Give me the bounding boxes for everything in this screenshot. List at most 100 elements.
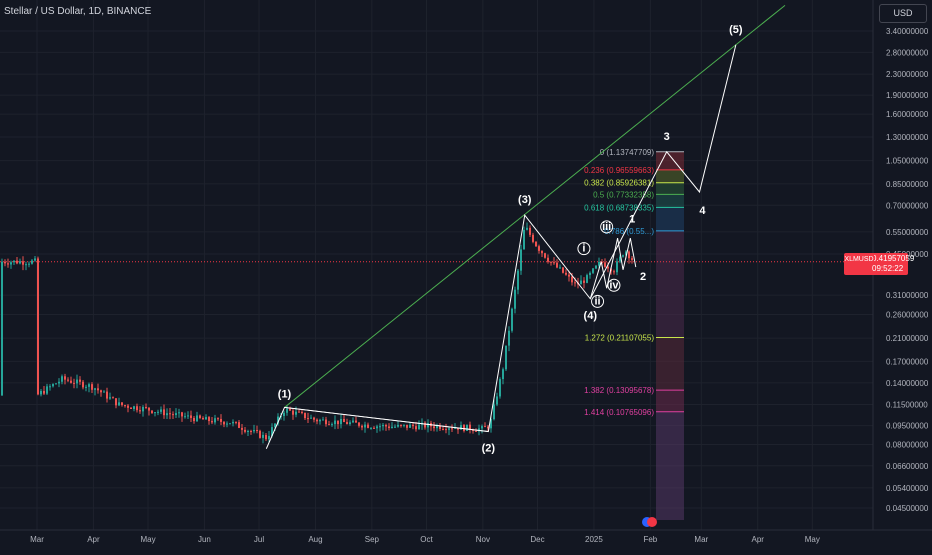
candle-body [376,426,378,429]
candle-body [172,414,174,416]
candle-body [232,421,234,424]
candle-body [391,426,393,429]
fib-zone [656,337,684,391]
candle-body [61,376,63,382]
fib-level-label: 0.236 (0.96559663) [584,166,654,175]
time-tick-label: May [140,535,155,544]
price-tick-label: 1.60000000 [886,110,929,119]
candle-body [469,424,471,430]
candle-body [580,280,582,285]
price-tick-label: 0.31000000 [886,291,929,300]
candle-body [118,402,120,406]
candle-body [187,415,189,417]
price-tick-label: 0.05400000 [886,484,929,493]
candle-body [271,427,273,436]
candle-body [238,422,240,428]
fib-zone [656,390,684,412]
candle-body [472,429,474,431]
candle-body [385,424,387,427]
candle-body [220,418,222,422]
candle-body [241,427,243,430]
candle-body [460,425,462,430]
candle-body [130,407,132,409]
candle-body [361,425,363,428]
candle-body [298,411,300,413]
candle-body [562,267,564,273]
candle-body [22,261,24,265]
candle-body [307,418,309,420]
price-tick-label: 0.21000000 [886,334,929,343]
candle-body [352,420,354,423]
candle-body [226,423,228,425]
candle-body [79,379,81,382]
candle-body [589,272,591,276]
candle-body [181,412,183,417]
candle-body [19,261,21,264]
wave-label-minor-4: 4 [699,205,706,217]
time-tick-label: Oct [420,535,433,544]
last-price-value: 0.41957059 [872,254,915,263]
candle-body [91,384,93,390]
price-tick-label: 2.80000000 [886,48,929,57]
chart-title: Stellar / US Dollar, 1D, BINANCE [4,6,152,17]
candle-body [550,261,552,263]
candle-body [454,427,456,429]
price-tick-label: 0.14000000 [886,379,929,388]
time-tick-label: Sep [365,535,380,544]
candle-body [325,419,327,425]
candle-body [565,272,567,275]
candle-body [394,426,396,428]
currency-button[interactable]: USD [879,4,927,23]
candle-body [412,424,414,427]
candle-body [403,424,405,426]
candle-body [250,430,252,432]
candle-body [49,386,51,388]
candle-body [259,430,261,438]
candle-body [277,416,279,424]
candle-body [217,418,219,420]
candle-body [328,424,330,426]
price-tick-label: 1.05000000 [886,157,929,166]
candle-body [145,407,147,409]
candle-body [586,275,588,283]
candle-body [292,410,294,415]
candle-body [235,421,237,423]
candle-body [310,417,312,419]
candle-body [340,418,342,425]
time-tick-label: May [805,535,820,544]
candle-body [151,410,153,414]
candle-body [304,412,306,419]
wave-label-minor-2: 2 [640,271,646,283]
candle-body [529,227,531,235]
candle-body [202,417,204,420]
candle-body [52,384,54,387]
wave-label-4: (4) [584,310,598,322]
candle-body [190,415,192,418]
candle-body [373,427,375,429]
fib-level-label: 0.786 (0.55...) [604,227,654,236]
candle-body [370,427,372,429]
wave-label-2: (2) [482,443,496,455]
candle-body [607,266,609,269]
candle-body [40,390,42,395]
candle-body [463,425,465,431]
trend-line [284,4,786,408]
candle-body [265,434,267,440]
candle-body [313,417,315,420]
candle-body [484,426,486,428]
wave-label-minor-1: 1 [629,213,635,225]
candle-body [274,423,276,428]
candle-body [346,422,348,425]
candle-body [301,411,303,413]
candle-body [595,265,597,269]
fib-zone [656,182,684,195]
candle-body [517,270,519,290]
candle-body [331,424,333,426]
candle-body [106,391,108,399]
candle-body [70,380,72,383]
fib-level-label: 1.382 (0.13095678) [584,386,654,395]
candle-body [10,262,12,265]
candle-body [556,262,558,268]
